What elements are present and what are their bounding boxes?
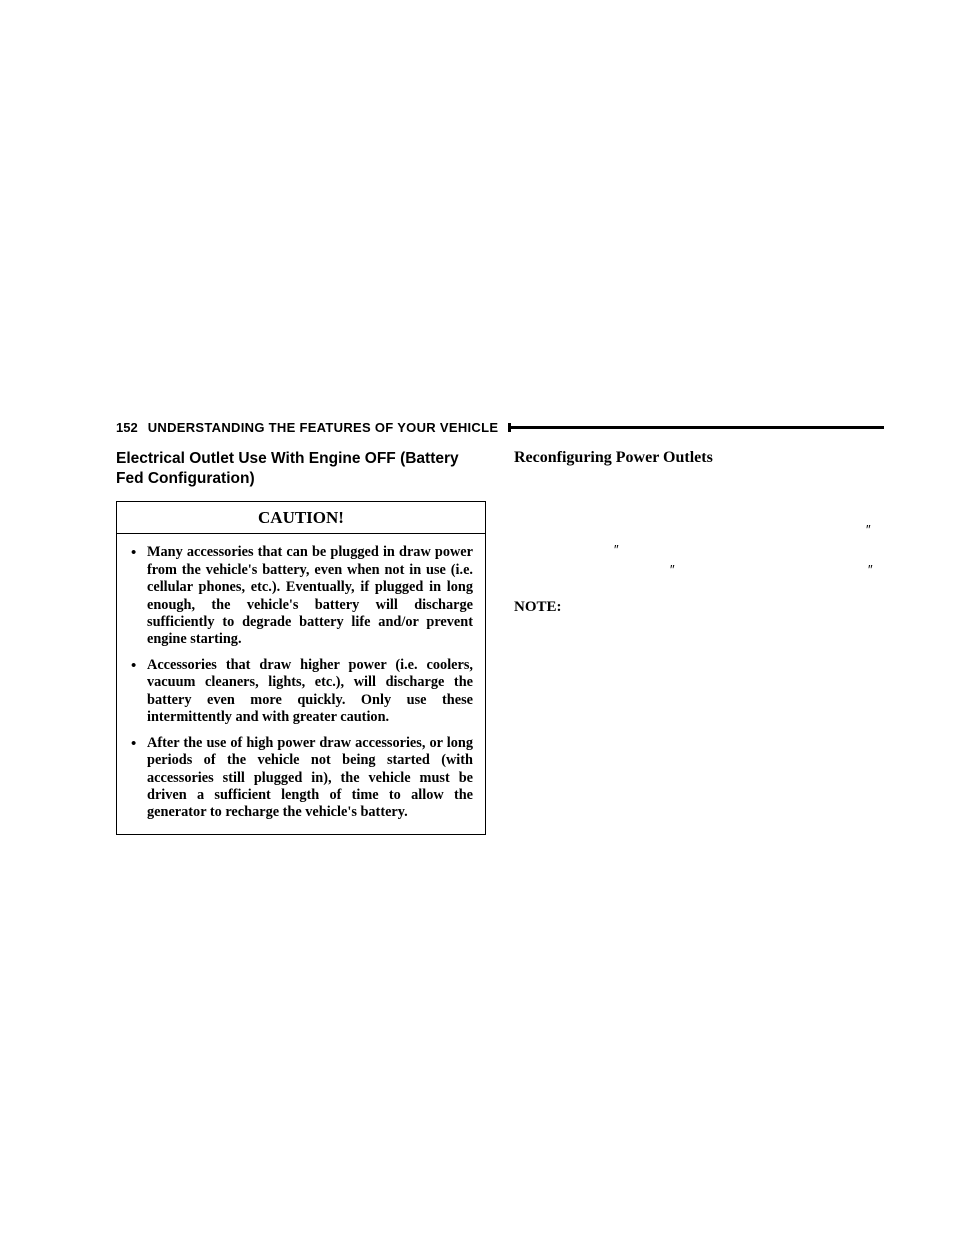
caution-bullet: Many accessories that can be plugged in … (129, 544, 473, 649)
note-line: NOTE: (514, 597, 884, 617)
caution-bullet: After the use of high power draw accesso… (129, 735, 473, 822)
note-label: NOTE: (514, 599, 562, 615)
running-header: 152 UNDERSTANDING THE FEATURES OF YOUR V… (0, 420, 954, 441)
page: 152 UNDERSTANDING THE FEATURES OF YOUR V… (0, 0, 954, 1235)
double-prime-mark: ″ (866, 522, 871, 537)
caution-label: CAUTION! (258, 508, 344, 527)
caution-title-bar: CAUTION! (117, 502, 485, 534)
double-prime-mark: ″ (614, 542, 619, 557)
right-column: Reconfiguring Power Outlets NOTE: (514, 449, 884, 835)
left-section-heading: Electrical Outlet Use With Engine OFF (B… (116, 449, 486, 489)
caution-body: Many accessories that can be plugged in … (117, 534, 485, 834)
left-column: Electrical Outlet Use With Engine OFF (B… (116, 449, 486, 835)
double-prime-mark: ″ (670, 562, 675, 577)
caution-list: Many accessories that can be plugged in … (129, 544, 473, 822)
header-rule (508, 426, 884, 429)
right-section-heading: Reconfiguring Power Outlets (514, 449, 884, 467)
caution-box: CAUTION! Many accessories that can be pl… (116, 501, 486, 835)
caution-bullet: Accessories that draw higher power (i.e.… (129, 657, 473, 727)
content-columns: Electrical Outlet Use With Engine OFF (B… (0, 441, 954, 835)
double-prime-mark: ″ (868, 562, 873, 577)
page-number: 152 (116, 420, 138, 435)
spacer (514, 479, 884, 597)
header-title: UNDERSTANDING THE FEATURES OF YOUR VEHIC… (148, 420, 499, 435)
